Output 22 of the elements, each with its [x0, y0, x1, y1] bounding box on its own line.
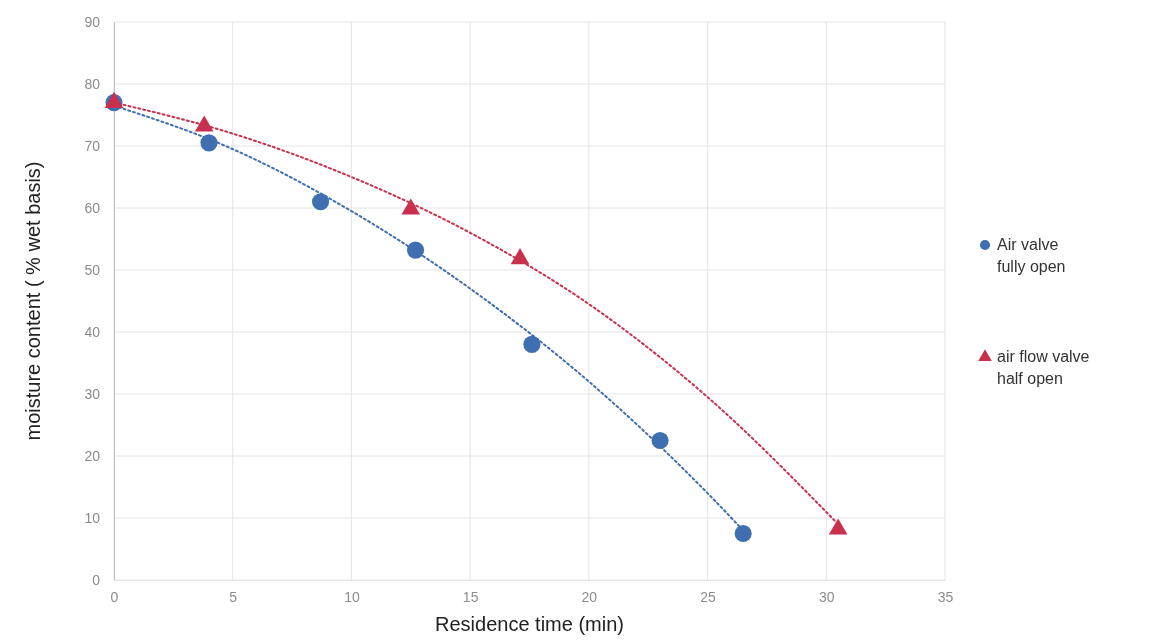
- x-tick-label: 5: [229, 588, 238, 605]
- x-tick-label: 20: [581, 588, 598, 605]
- y-tick-label: 70: [84, 137, 101, 154]
- x-axis-title: Residence time (min): [435, 613, 624, 635]
- y-tick-label: 40: [84, 323, 101, 340]
- y-tick-label: 50: [84, 261, 101, 278]
- y-tick-label: 30: [84, 385, 101, 402]
- y-tick-label: 60: [84, 199, 101, 216]
- y-tick-label: 80: [84, 75, 101, 92]
- x-tick-label: 35: [937, 588, 954, 605]
- x-tick-label: 30: [819, 588, 835, 605]
- legend-label: Air valve fully open: [997, 236, 1066, 275]
- x-tick-label: 10: [344, 588, 360, 605]
- y-tick-label: 20: [84, 447, 101, 464]
- x-tick-label: 0: [110, 588, 119, 605]
- x-tick-label: 15: [462, 588, 479, 605]
- x-tick-label: 25: [700, 588, 717, 605]
- legend-label: air flow valve half open: [997, 348, 1090, 387]
- y-tick-label: 0: [92, 571, 101, 588]
- y-tick-label: 10: [84, 509, 101, 526]
- y-axis-title: moisture content ( % wet basis): [22, 161, 44, 441]
- y-tick-label: 90: [84, 13, 101, 30]
